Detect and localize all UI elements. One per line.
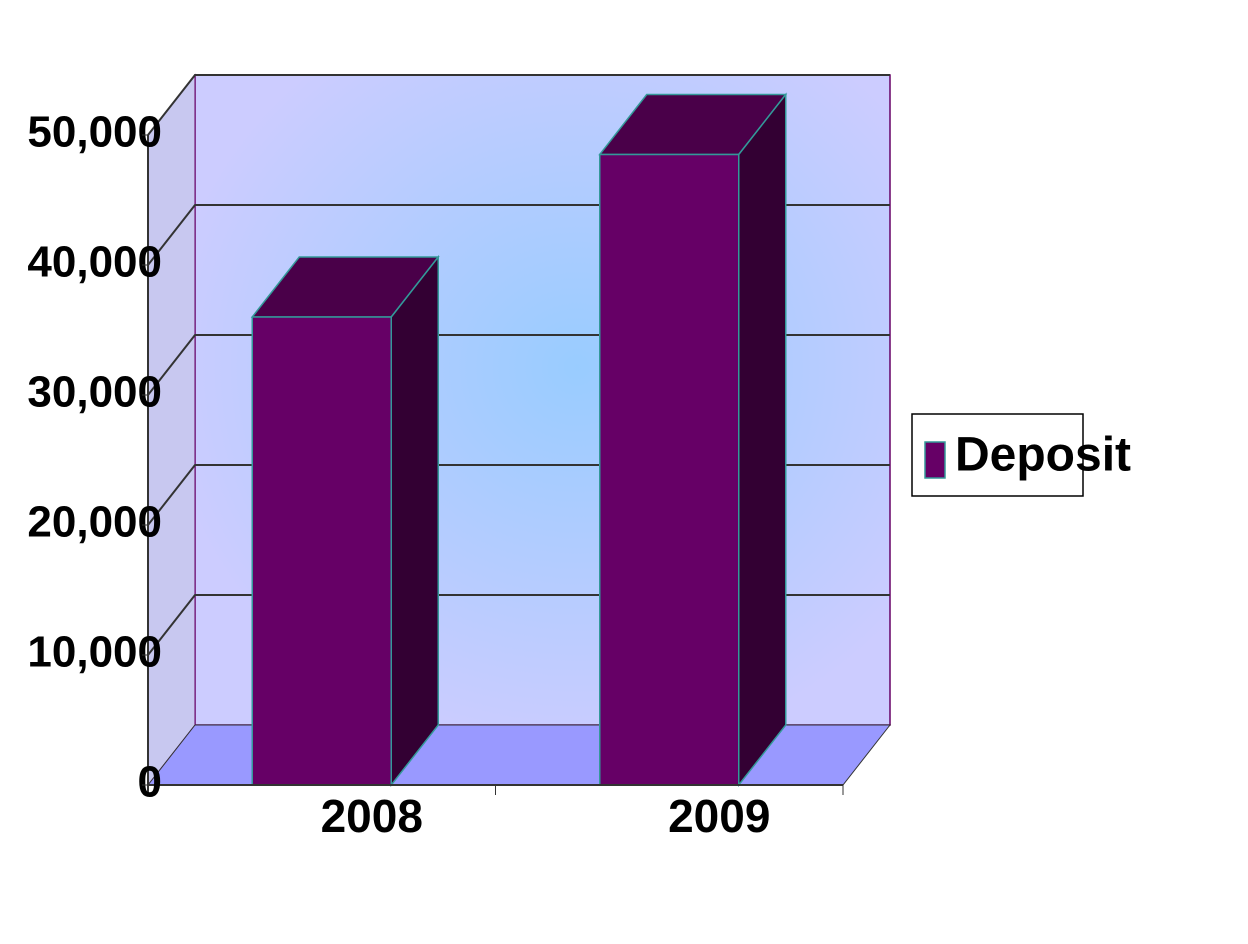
grid-line — [147, 74, 890, 136]
y-tick-label: 50,000 — [27, 108, 162, 157]
legend-swatch — [924, 441, 946, 479]
bar-side — [738, 92, 787, 788]
bar — [251, 316, 392, 786]
x-tick-label: 2008 — [321, 790, 423, 842]
bar-side — [390, 254, 439, 788]
y-tick-label: 0 — [138, 758, 162, 807]
y-tick-label: 20,000 — [27, 498, 162, 547]
legend-label: Deposit — [955, 429, 1131, 482]
y-tick-label: 10,000 — [27, 628, 162, 677]
y-tick-label: 40,000 — [27, 238, 162, 287]
x-tick-label: 2009 — [668, 790, 770, 842]
side-wall — [147, 73, 196, 787]
bar — [599, 153, 740, 786]
y-tick-label: 30,000 — [27, 368, 162, 417]
bars — [250, 92, 788, 788]
